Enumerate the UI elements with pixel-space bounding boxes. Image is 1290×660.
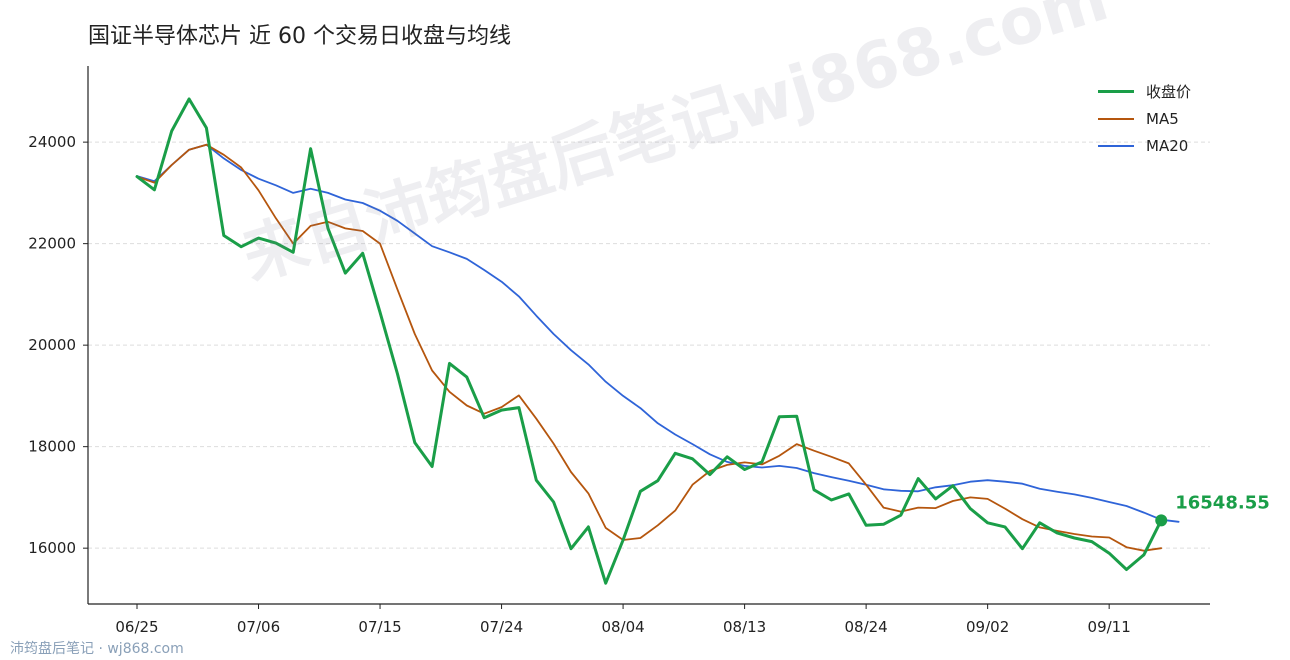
series-line-ma5 <box>136 143 1163 552</box>
x-tick-label: 09/02 <box>966 618 1009 636</box>
legend-swatch-ma5 <box>1098 117 1134 120</box>
legend-swatch-ma20 <box>1098 144 1134 147</box>
footer-credit: 沛筠盘后笔记 · wj868.com <box>10 641 184 657</box>
x-tick-label: 09/11 <box>1088 618 1131 636</box>
legend: 收盘价 MA5 MA20 <box>1098 78 1191 159</box>
legend-label-ma20: MA20 <box>1146 136 1189 155</box>
y-tick-label: 22000 <box>28 235 76 253</box>
y-tick-label: 24000 <box>28 133 76 151</box>
last-value-label: 16548.55 <box>1175 492 1270 513</box>
last-point-marker <box>1155 514 1168 527</box>
x-tick-label: 06/25 <box>115 618 158 636</box>
chart-title: 国证半导体芯片 近 60 个交易日收盘与均线 <box>88 24 511 49</box>
y-tick-label: 20000 <box>28 336 76 354</box>
series-line-close <box>135 97 1163 585</box>
y-tick-label: 18000 <box>28 438 76 456</box>
legend-item-ma20: MA20 <box>1098 132 1191 159</box>
y-tick-label: 16000 <box>28 539 76 557</box>
x-tick-label: 07/15 <box>358 618 401 636</box>
legend-label-ma5: MA5 <box>1146 109 1179 128</box>
x-tick-label: 08/13 <box>723 618 766 636</box>
legend-label-close: 收盘价 <box>1146 83 1192 101</box>
x-tick-label: 08/24 <box>845 618 888 636</box>
legend-swatch-close <box>1098 90 1134 93</box>
series-line-ma20 <box>136 143 1180 523</box>
x-tick-label: 07/06 <box>237 618 280 636</box>
x-tick-label: 08/04 <box>601 618 644 636</box>
legend-item-ma5: MA5 <box>1098 105 1191 132</box>
x-tick-label: 07/24 <box>480 618 523 636</box>
legend-item-close: 收盘价 <box>1098 78 1191 105</box>
